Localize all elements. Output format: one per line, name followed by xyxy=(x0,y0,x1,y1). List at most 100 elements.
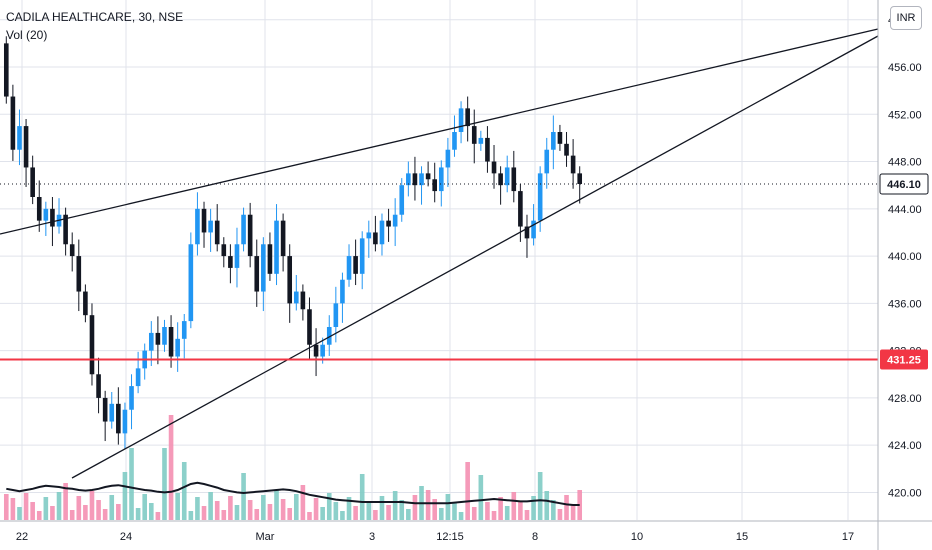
volume-bar xyxy=(379,496,385,520)
volume-bar xyxy=(471,507,477,520)
candle-body xyxy=(412,173,418,186)
candle-body xyxy=(43,208,49,221)
volume-bar xyxy=(346,497,352,520)
time-tick-label: Mar xyxy=(256,531,275,543)
candle-body xyxy=(498,173,503,186)
volume-bar xyxy=(267,504,273,520)
candle-body xyxy=(3,43,9,97)
candle-body xyxy=(544,149,550,174)
volume-bar xyxy=(56,492,62,520)
volume-bar xyxy=(175,493,180,520)
candle-body xyxy=(162,327,167,345)
volume-bar xyxy=(386,505,391,520)
candle-body xyxy=(340,279,345,304)
candle-body xyxy=(326,327,332,345)
candle-body xyxy=(30,167,35,197)
volume-bar xyxy=(313,498,319,520)
volume-bar xyxy=(280,499,286,520)
volume-bar xyxy=(452,503,457,520)
volume-bar xyxy=(293,494,299,520)
candle-body xyxy=(261,244,266,292)
time-tick-label: 24 xyxy=(120,531,132,543)
volume-bar xyxy=(195,497,200,520)
candle-body xyxy=(280,220,286,257)
candle-body xyxy=(116,403,121,434)
volume-bar xyxy=(129,448,134,520)
candle-body xyxy=(406,173,411,186)
volume-bar xyxy=(247,500,253,520)
volume-bar xyxy=(300,485,306,520)
candle-body xyxy=(313,344,319,357)
volume-bar xyxy=(392,491,398,520)
candle-body xyxy=(478,137,484,144)
volume-bar xyxy=(214,501,220,520)
candle-body xyxy=(247,214,253,257)
volume-bar xyxy=(261,495,266,520)
volume-bar xyxy=(485,502,490,520)
candle-body xyxy=(346,256,352,280)
price-tick-label: 456.00 xyxy=(888,62,922,74)
candle-body xyxy=(36,197,42,221)
volume-bar xyxy=(50,506,55,520)
candle-body xyxy=(465,108,470,127)
volume-bar xyxy=(577,490,583,520)
volume-bar xyxy=(518,501,523,520)
volume-ma-line xyxy=(6,481,580,506)
volume-bar xyxy=(445,494,451,520)
volume-bar xyxy=(373,510,378,520)
volume-bar xyxy=(208,492,213,520)
volume-bar xyxy=(498,497,503,520)
volume-bar xyxy=(228,496,233,520)
volume-bar xyxy=(201,506,207,520)
candle-body xyxy=(452,132,457,150)
volume-bar xyxy=(102,509,108,520)
volume-bar xyxy=(188,511,194,520)
time-tick-label: 8 xyxy=(532,531,538,543)
symbol-title[interactable]: CADILA HEALTHCARE, 30, NSE xyxy=(6,10,184,24)
volume-bar xyxy=(491,511,497,520)
candle-body xyxy=(511,167,517,192)
volume-bar xyxy=(557,509,563,520)
time-tick-label: 15 xyxy=(736,531,748,543)
price-tick-label: 448.00 xyxy=(888,157,922,169)
price-tick-label: 452.00 xyxy=(888,109,922,121)
candle-body xyxy=(485,137,490,162)
currency-badge[interactable]: INR xyxy=(890,6,922,30)
volume-bar xyxy=(511,492,517,520)
volume-bar xyxy=(399,500,405,520)
price-tick-label: 440.00 xyxy=(888,251,922,263)
volume-bar xyxy=(465,462,470,520)
candle-body xyxy=(274,220,279,274)
price-tick-label: 428.00 xyxy=(888,393,922,405)
volume-bar xyxy=(366,501,372,520)
candle-body xyxy=(83,291,88,316)
volume-bar xyxy=(353,506,358,520)
volume-bar xyxy=(17,507,22,520)
volume-bar xyxy=(254,509,260,520)
candle-body xyxy=(359,238,365,274)
volume-bar xyxy=(168,415,174,520)
candle-body xyxy=(254,256,260,292)
level-price-badge-bg xyxy=(880,349,928,370)
candle-body xyxy=(175,338,180,357)
volume-bar xyxy=(425,490,431,520)
candle-body xyxy=(181,321,187,339)
volume-bar xyxy=(142,494,148,520)
time-tick-label: 12:15 xyxy=(436,531,464,543)
volume-bar xyxy=(63,483,68,520)
volume-bar xyxy=(537,472,543,520)
price-tick-label: 424.00 xyxy=(888,440,922,452)
candle-body xyxy=(10,96,16,150)
chart-legend: CADILA HEALTHCARE, 30, NSE Vol (20) xyxy=(6,8,183,44)
level-price-badge: 431.25 xyxy=(887,355,921,367)
candle-body xyxy=(537,173,543,221)
volume-bar xyxy=(30,502,35,520)
candle-body xyxy=(320,344,325,357)
candle-body xyxy=(109,403,115,422)
volume-indicator-label[interactable]: Vol (20) xyxy=(6,28,48,42)
volume-bar xyxy=(89,491,95,520)
volume-bar xyxy=(359,474,365,520)
volume-bar xyxy=(181,462,187,520)
volume-bar xyxy=(544,491,550,520)
